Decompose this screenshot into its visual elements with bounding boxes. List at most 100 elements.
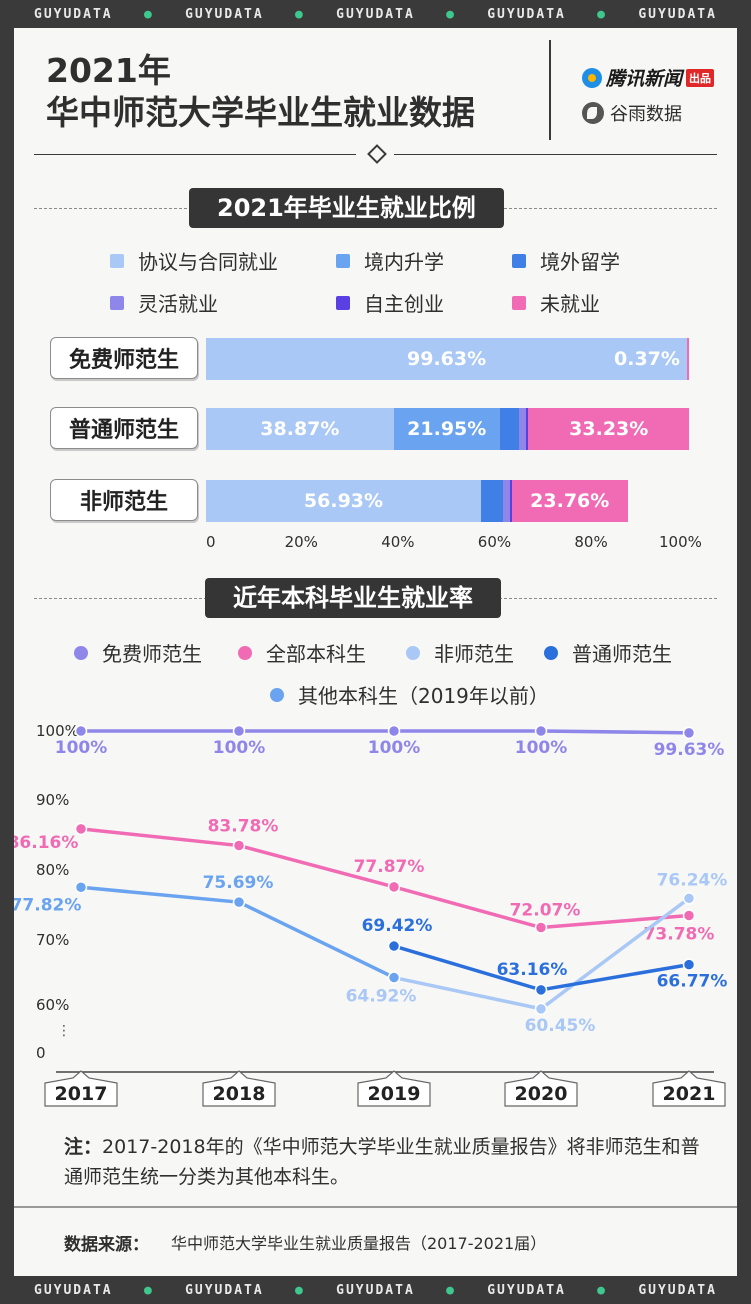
series-line (80, 827, 690, 930)
series-point (387, 971, 401, 984)
header-divider-right (394, 154, 717, 155)
data-source: 数据来源： 华中师范大学毕业生就业质量报告（2017-2021届） (64, 1230, 546, 1255)
legend-dot (74, 645, 88, 660)
footnote-text: 2017-2018年的《华中师范大学毕业生就业质量报告》将非师范生和普通师范生统… (64, 1136, 700, 1188)
x-tick-badge (652, 1070, 726, 1107)
legend-dot (238, 645, 252, 660)
legend-label: 境外留学 (540, 250, 620, 274)
series-data-label: 83.78% (208, 817, 279, 837)
watermark-text: GUYUDATA (487, 6, 566, 22)
legend-item: 未就业 (512, 288, 600, 317)
x-tick-label: 40% (381, 533, 415, 551)
legend-label: 灵活就业 (138, 292, 218, 316)
series-point (682, 958, 696, 971)
series-point (387, 724, 401, 738)
series-line (81, 729, 690, 735)
series-data-label: 66.77% (657, 972, 728, 992)
series-point (74, 724, 88, 738)
legend-item: 普通师范生 (544, 638, 672, 667)
legend-label: 非师范生 (434, 642, 514, 666)
legend-swatch (512, 295, 526, 310)
watermark-dot-icon: ● (295, 1282, 305, 1298)
watermark-text: GUYUDATA (185, 6, 264, 22)
y-tick-label: 100% (36, 722, 79, 740)
legend-swatch (512, 253, 526, 268)
bar-segment (206, 480, 482, 522)
series-data-label: 86.16% (14, 833, 78, 853)
guyu-data-name: 谷雨数据 (610, 104, 682, 125)
x-tick-label: 20% (284, 533, 318, 551)
bar-segment (480, 480, 504, 522)
watermark-dot-icon: ● (446, 6, 456, 22)
header-divider-vertical (549, 40, 551, 140)
footer-divider (14, 1206, 737, 1208)
guyu-data-logo-icon (582, 102, 604, 124)
series-data-label: 69.42% (362, 916, 433, 936)
x-tick-label: 80% (574, 533, 608, 551)
x-tick-badge (44, 1070, 118, 1107)
x-tick-label: 60% (477, 533, 512, 551)
watermark-text: GUYUDATA (34, 1282, 113, 1298)
legend-item: 自主创业 (336, 288, 444, 317)
data-source-text: 华中师范大学毕业生就业质量报告（2017-2021届） (171, 1234, 547, 1253)
x-tick-badge (504, 1070, 578, 1107)
series-point (74, 881, 88, 894)
legend-label: 自主创业 (364, 292, 444, 316)
legend-label: 全部本科生 (266, 642, 366, 666)
bar-segment (519, 408, 527, 450)
watermark-text: GUYUDATA (638, 6, 717, 22)
legend-label: 境内升学 (364, 250, 444, 274)
y-tick-label: 60% (36, 996, 69, 1014)
legend-dot (406, 645, 420, 660)
footnote-prefix: 注： (64, 1136, 103, 1158)
watermark-strip-top: GUYUDATA ● GUYUDATA ● GUYUDATA ● GUYUDATA ● GUYU… (0, 0, 751, 28)
legend-item: 其他本科生（2019年以前） (270, 680, 549, 709)
legend-item: 非师范生 (406, 638, 514, 667)
series-point (387, 939, 401, 953)
tencent-news-brand: 腾讯新闻 出品 (582, 64, 715, 91)
series-data-label: 64.92% (346, 987, 417, 1007)
series-point (534, 724, 548, 738)
y-tick-label: 70% (36, 931, 69, 949)
bar-data-label: 99.63% (407, 348, 487, 370)
tencent-news-logo-icon (582, 67, 602, 88)
bar-segment (206, 338, 688, 380)
series-data-label: 75.69% (203, 873, 274, 893)
series-point (232, 839, 246, 852)
bar-segment (509, 480, 513, 522)
legend-label: 协议与合同就业 (138, 250, 278, 274)
bar-data-label: 23.76% (530, 490, 610, 512)
x-tick-label: 2020 (515, 1083, 568, 1105)
section1-title: 2021年毕业生就业比例 (189, 188, 504, 228)
series-point (232, 895, 246, 909)
series-data-label: 77.87% (354, 857, 425, 877)
x-tick-label: 2018 (213, 1083, 266, 1105)
legend-dot (270, 687, 284, 702)
title-line-2: 华中师范大学毕业生就业数据 (46, 93, 475, 132)
x-tick-badge (357, 1070, 431, 1107)
legend-item: 免费师范生 (74, 638, 202, 667)
x-tick-badge (202, 1070, 276, 1107)
guyu-data-brand: 谷雨数据 (582, 100, 682, 126)
header-divider-left (34, 154, 356, 155)
x-tick-label: 2017 (55, 1083, 108, 1105)
axis-break-mark: ⋮ (57, 1023, 71, 1039)
bar-category-label: 普通师范生 (50, 407, 198, 449)
series-data-label: 100% (368, 738, 421, 758)
y-tick-label: 0 (36, 1044, 46, 1062)
y-tick-label: 80% (36, 861, 69, 879)
watermark-dot-icon: ● (446, 1282, 456, 1298)
bar-segment (526, 408, 529, 450)
series-data-label: 100% (55, 738, 108, 758)
series-point (682, 726, 696, 740)
x-tick-label: 2019 (368, 1083, 421, 1105)
watermark-text: GUYUDATA (185, 1282, 264, 1298)
series-data-label: 60.45% (525, 1016, 596, 1036)
section2-title: 近年本科毕业生就业率 (205, 578, 501, 618)
legend-dot (544, 645, 558, 660)
bar-category-label: 免费师范生 (50, 337, 198, 379)
watermark-dot-icon: ● (597, 1282, 607, 1298)
legend-label: 免费师范生 (102, 642, 202, 666)
legend-swatch (336, 253, 350, 268)
bar-segment (206, 408, 395, 450)
